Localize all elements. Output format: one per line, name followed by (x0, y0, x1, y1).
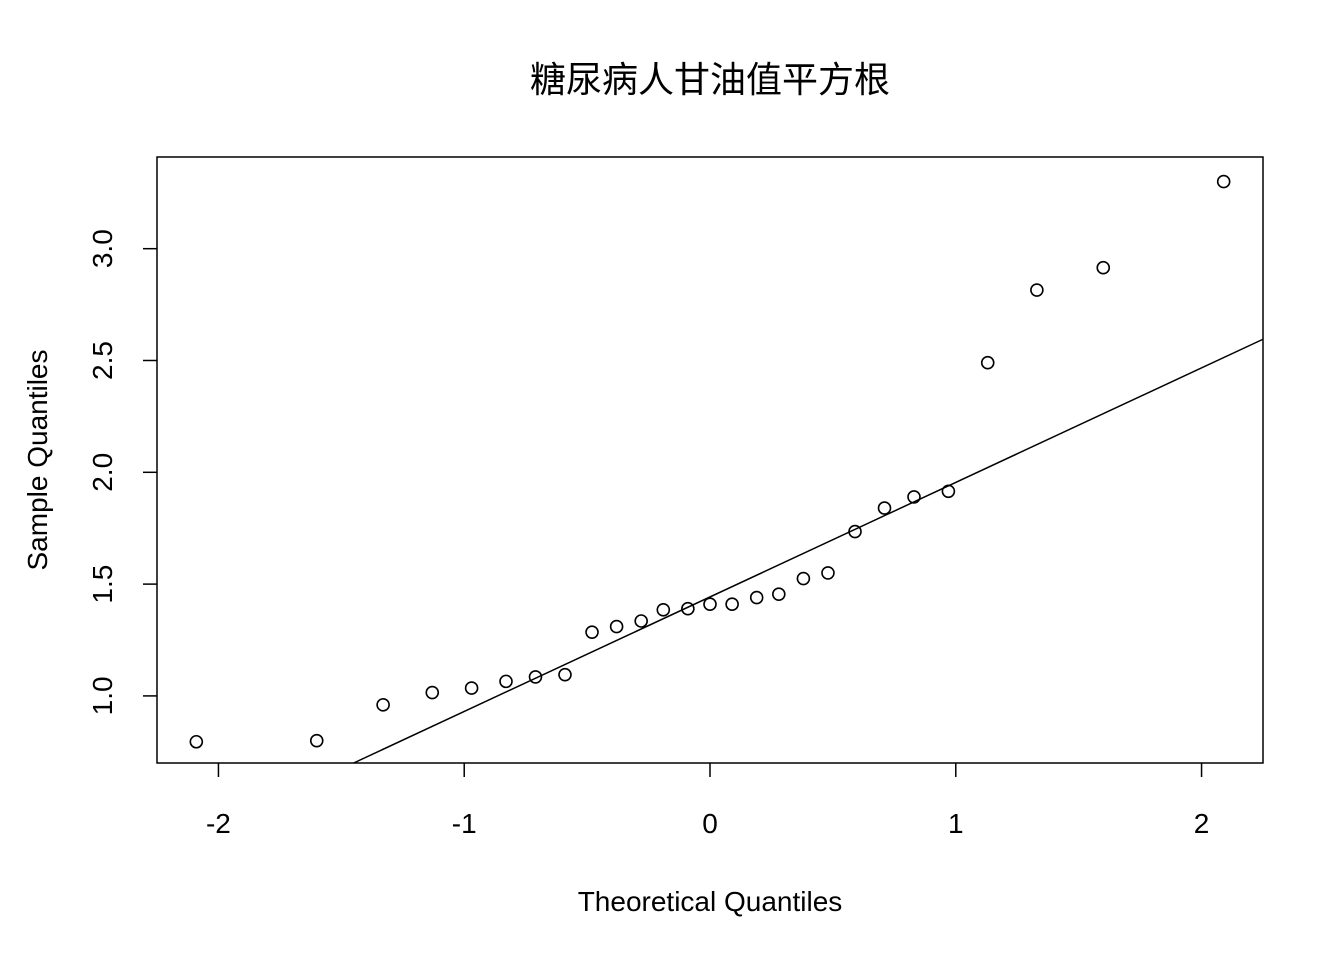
x-tick-label: -1 (452, 808, 477, 839)
data-point (609, 619, 624, 634)
data-point (681, 601, 695, 616)
data-point (907, 490, 921, 504)
x-tick-label: 0 (702, 808, 718, 839)
y-tick-label: 1.0 (87, 676, 118, 715)
data-point (725, 597, 739, 612)
y-axis: 1.0 1.5 2.0 2.5 3.0 (87, 229, 157, 715)
x-axis-label: Theoretical Quantiles (578, 886, 843, 917)
data-point (376, 698, 390, 712)
y-tick-label: 2.5 (87, 341, 118, 380)
data-point (189, 734, 204, 749)
data-point (772, 587, 786, 601)
data-point (1216, 174, 1231, 189)
y-tick-label: 1.5 (87, 565, 118, 604)
plot-frame (156, 156, 1264, 764)
data-point (309, 733, 324, 748)
data-point (980, 355, 995, 370)
data-point (796, 571, 811, 586)
data-point (821, 566, 835, 580)
data-points (189, 174, 1231, 749)
x-tick-label: -2 (206, 808, 231, 839)
reference-line (353, 338, 1264, 764)
y-tick-label: 3.0 (87, 229, 118, 268)
x-tick-label: 2 (1194, 808, 1210, 839)
data-point (1030, 283, 1044, 297)
data-point (656, 603, 671, 617)
data-point (703, 597, 717, 612)
data-point (749, 590, 764, 605)
chart-title: 糖尿病人甘油值平方根 (530, 60, 890, 101)
y-tick-label: 2.0 (87, 453, 118, 492)
data-point (877, 501, 892, 515)
y-axis-label: Sample Quantiles (22, 349, 53, 570)
data-point (464, 681, 479, 695)
data-point (528, 670, 543, 684)
data-point (634, 614, 648, 628)
x-tick-label: 1 (948, 808, 964, 839)
data-point (1096, 260, 1111, 275)
data-point (425, 685, 440, 700)
data-point (848, 524, 862, 539)
data-point (941, 484, 956, 499)
data-point (585, 625, 599, 639)
data-point (558, 667, 572, 682)
x-axis: -2 -1 0 1 2 (206, 763, 1209, 839)
data-point (499, 674, 513, 689)
